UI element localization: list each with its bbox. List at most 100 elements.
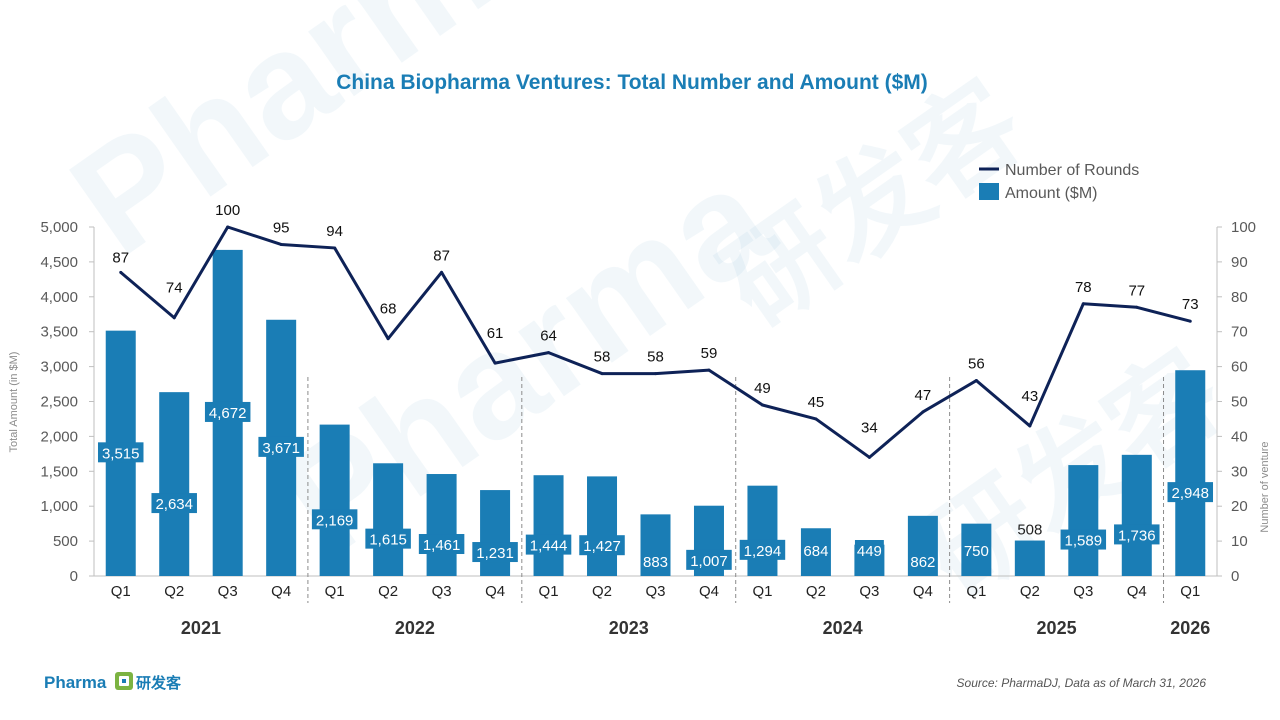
rounds-point xyxy=(707,368,711,372)
rounds-point xyxy=(493,361,497,365)
rounds-point xyxy=(1188,319,1192,323)
y-tick-label: 3,000 xyxy=(40,359,78,376)
rounds-data-label: 100 xyxy=(215,202,240,219)
x-tick-label: Q1 xyxy=(539,583,559,600)
bar-label-bg xyxy=(258,436,304,457)
x-tick-label: Q3 xyxy=(432,583,452,600)
bar-label-bg xyxy=(1060,529,1107,550)
x-tick-label: Q3 xyxy=(859,583,879,600)
bar xyxy=(1175,370,1206,576)
rounds-data-label: 87 xyxy=(433,247,450,264)
bar-data-label: 2,169 xyxy=(316,512,354,529)
bar-data-label: 1,461 xyxy=(423,537,461,554)
dj-logo-icon xyxy=(115,672,133,690)
rounds-point xyxy=(440,270,444,274)
bar-data-label: 508 xyxy=(1017,522,1042,539)
legend-label-amount: Amount ($M) xyxy=(1005,185,1097,202)
rounds-point xyxy=(547,351,551,355)
rounds-data-label: 78 xyxy=(1075,279,1092,296)
y2-tick-label: 0 xyxy=(1231,568,1239,585)
bar xyxy=(587,476,618,576)
rounds-point xyxy=(226,225,230,229)
rounds-data-label: 87 xyxy=(112,249,129,266)
year-label: 2022 xyxy=(395,618,435,638)
y2-tick-label: 40 xyxy=(1231,428,1248,445)
legend: Number of Rounds Amount ($M) xyxy=(979,162,1139,202)
rounds-data-label: 77 xyxy=(1128,282,1145,299)
bar-data-label: 750 xyxy=(964,543,989,560)
rounds-point xyxy=(974,379,978,383)
y-tick-label: 500 xyxy=(53,533,78,550)
y2-tick-label: 60 xyxy=(1231,359,1248,376)
bar-data-label: 1,736 xyxy=(1118,527,1156,544)
bar-data-label: 684 xyxy=(803,543,828,560)
bar-label-bg xyxy=(686,549,732,570)
y2-tick-label: 10 xyxy=(1231,533,1248,550)
y2-tick-label: 100 xyxy=(1231,219,1256,236)
bar-label-bg xyxy=(1167,482,1214,503)
watermark-cn-1: 研发客 xyxy=(701,57,1045,351)
bar-label-bg xyxy=(365,528,411,549)
rounds-point xyxy=(386,337,390,341)
rounds-data-label: 94 xyxy=(326,223,343,240)
y2-tick-label: 80 xyxy=(1231,289,1248,306)
x-tick-label: Q4 xyxy=(485,583,505,600)
bar-data-label: 1,294 xyxy=(744,543,782,560)
bar-label-bg xyxy=(579,535,625,556)
bar xyxy=(1014,540,1045,576)
y2-tick-label: 90 xyxy=(1231,254,1248,271)
rounds-point xyxy=(600,372,604,376)
bar-label-bg xyxy=(908,551,938,571)
rounds-data-label: 34 xyxy=(861,419,878,436)
rounds-data-label: 47 xyxy=(915,387,932,404)
y-tick-label: 4,000 xyxy=(40,289,78,306)
bar-label-bg xyxy=(1114,524,1160,545)
rounds-data-label: 61 xyxy=(487,325,504,342)
rounds-data-label: 58 xyxy=(647,349,664,366)
rounds-data-label: 73 xyxy=(1182,296,1199,313)
source-note: Source: PharmaDJ, Data as of March 31, 2… xyxy=(957,676,1207,690)
year-label: 2025 xyxy=(1037,618,1077,638)
year-label: 2026 xyxy=(1170,618,1210,638)
rounds-point xyxy=(867,455,871,459)
bar-data-label: 2,634 xyxy=(155,496,193,513)
y2-tick-label: 50 xyxy=(1231,394,1248,411)
rounds-data-label: 95 xyxy=(273,219,290,236)
legend-bar-swatch xyxy=(979,183,999,200)
bar-label-bg xyxy=(854,540,884,560)
rounds-data-label: 74 xyxy=(166,280,183,297)
rounds-data-label: 43 xyxy=(1021,388,1038,405)
rounds-point xyxy=(1081,302,1085,306)
rounds-data-label: 56 xyxy=(968,356,985,373)
x-tick-label: Q2 xyxy=(806,583,826,600)
bar-data-label: 1,231 xyxy=(476,545,514,562)
bar-data-label: 1,444 xyxy=(530,538,568,555)
rounds-point xyxy=(333,246,337,250)
rounds-point xyxy=(654,372,657,376)
y-tick-label: 4,500 xyxy=(40,254,78,271)
bar-label-bg xyxy=(418,534,465,555)
brand-logo: Pharma 研发客 xyxy=(44,672,182,692)
rounds-point xyxy=(119,270,123,274)
x-tick-label: Q1 xyxy=(325,583,345,600)
bar xyxy=(373,463,404,576)
rounds-point xyxy=(1028,424,1032,428)
bar-label-bg xyxy=(961,540,991,560)
brand-name-cn: 研发客 xyxy=(136,674,182,692)
x-tick-label: Q2 xyxy=(592,583,612,600)
bar xyxy=(747,485,778,576)
x-tick-label: Q1 xyxy=(752,583,772,600)
y2-axis-title: Number of venture xyxy=(1259,441,1271,532)
rounds-data-label: 58 xyxy=(594,349,611,366)
y-tick-label: 1,000 xyxy=(40,498,78,515)
bar-label-bg xyxy=(97,442,144,463)
bar xyxy=(480,490,511,576)
x-tick-label: Q1 xyxy=(966,583,986,600)
rounds-point xyxy=(760,403,764,407)
bar-data-label: 1,615 xyxy=(369,532,407,549)
x-tick-label: Q4 xyxy=(699,583,719,600)
bar xyxy=(1121,454,1152,576)
y-tick-label: 1,500 xyxy=(40,463,78,480)
brand-name: Pharma xyxy=(44,673,107,692)
bar-data-label: 4,672 xyxy=(209,405,247,422)
